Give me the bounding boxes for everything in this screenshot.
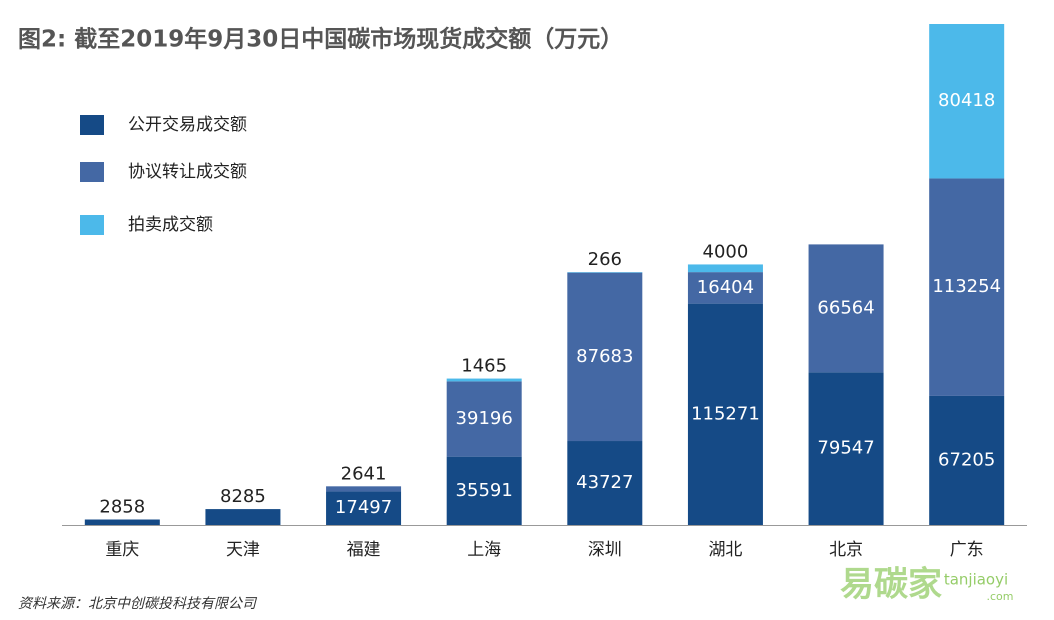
- data-label: 16404: [697, 277, 754, 298]
- bar-segment: [929, 395, 1005, 525]
- data-label: 80418: [938, 90, 995, 111]
- bar-segment: [687, 272, 763, 304]
- data-label: 2641: [341, 463, 387, 484]
- x-tick-label: 北京: [829, 540, 863, 560]
- data-label: 87683: [576, 346, 633, 367]
- legend-label: 协议转让成交额: [128, 162, 247, 182]
- data-label: 67205: [938, 449, 995, 470]
- data-label: 17497: [335, 497, 392, 518]
- data-label: 113254: [932, 276, 1001, 297]
- x-tick-label: 上海: [467, 540, 501, 560]
- x-tick-label: 深圳: [588, 540, 622, 560]
- bar-segment: [326, 486, 402, 492]
- data-label: 266: [588, 249, 622, 270]
- legend-label: 拍卖成交额: [128, 215, 213, 235]
- bar-segment: [326, 491, 402, 525]
- bar-segment: [446, 456, 522, 525]
- source-note: 资料来源：北京中创碳投科技有限公司: [18, 596, 258, 612]
- bar-segment: [929, 178, 1005, 396]
- chart-title: 图2: 截至2019年9月30日中国碳市场现货成交额（万元）: [18, 26, 623, 53]
- data-label: 1465: [461, 356, 507, 377]
- data-label: 8285: [220, 486, 266, 507]
- x-tick-label: 湖北: [708, 540, 742, 560]
- bar-segment: [205, 509, 281, 525]
- bar-segment: [567, 272, 643, 442]
- bar-segment: [687, 264, 763, 273]
- watermark: .com: [987, 590, 1014, 603]
- bar-segment: [929, 24, 1005, 179]
- bar-segment: [84, 519, 160, 525]
- data-label: 4000: [703, 241, 749, 262]
- legend-swatch: [80, 215, 104, 235]
- data-label: 66564: [817, 297, 874, 318]
- x-tick-label: 福建: [347, 540, 381, 560]
- data-label: 39196: [456, 408, 513, 429]
- bar-segment: [446, 378, 522, 382]
- watermark: tanjiaoyi: [944, 571, 1008, 589]
- data-label: 115271: [691, 403, 760, 424]
- bar-segment: [567, 441, 643, 525]
- bar-segment: [567, 272, 643, 273]
- x-tick-label: 广东: [950, 540, 984, 560]
- data-label: 43727: [576, 472, 633, 493]
- watermark: 易碳家: [840, 565, 942, 605]
- legend-swatch: [80, 115, 104, 135]
- data-label: 79547: [817, 438, 874, 459]
- bar-segment: [687, 303, 763, 525]
- data-label: 35591: [456, 480, 513, 501]
- legend-swatch: [80, 162, 104, 182]
- data-label: 2858: [99, 497, 145, 518]
- x-tick-label: 重庆: [105, 540, 139, 560]
- bar-segment: [808, 372, 884, 525]
- bar-segment: [808, 244, 884, 373]
- x-tick-label: 天津: [226, 540, 260, 560]
- legend-label: 公开交易成交额: [128, 115, 247, 135]
- bar-segment: [446, 381, 522, 457]
